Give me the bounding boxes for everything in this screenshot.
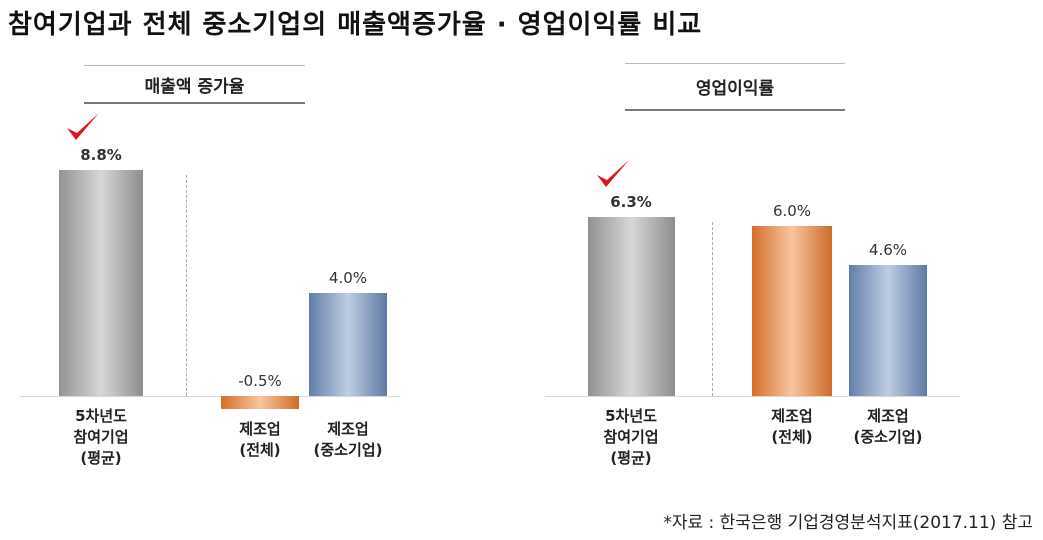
category-line: 참여기업 <box>603 428 659 446</box>
category-line: 제조업 <box>867 407 909 425</box>
category-label: 제조업 (중소기업) <box>293 419 403 461</box>
bar <box>221 396 299 409</box>
value-label: 8.8% <box>80 145 122 164</box>
category-line: (평균) <box>80 449 122 467</box>
category-label: 제조업 (중소기업) <box>833 406 943 448</box>
check-mark <box>67 112 99 140</box>
category-label: 제조업 (전체) <box>205 419 315 461</box>
category-line: 제조업 <box>239 419 281 438</box>
check-mark <box>597 160 629 188</box>
bar <box>752 225 832 396</box>
category-line: 5차년도 <box>605 407 657 425</box>
bar <box>309 293 387 396</box>
value-label: 4.6% <box>868 241 908 260</box>
category-label: 제조업 (전체) <box>737 406 847 448</box>
baseline <box>20 396 400 397</box>
category-line: 제조업 <box>771 407 813 425</box>
chart-header: 매출액 증가율 <box>84 65 305 104</box>
bar <box>59 169 143 396</box>
category-line: (중소기업) <box>853 428 923 446</box>
bar <box>849 265 927 396</box>
category-line: (평균) <box>610 449 652 467</box>
separator <box>186 174 187 396</box>
baseline <box>545 396 960 397</box>
value-label: 4.0% <box>328 269 368 288</box>
value-label: 6.3% <box>610 193 652 212</box>
bar <box>587 217 675 396</box>
category-line: (전체) <box>771 428 813 446</box>
category-line: (전체) <box>239 440 281 459</box>
value-label: 6.0% <box>772 201 812 220</box>
value-label: -0.5% <box>238 372 282 390</box>
chart-header: 영업이익률 <box>625 63 845 111</box>
category-line: 5차년도 <box>75 407 127 425</box>
category-line: (중소기업) <box>313 440 383 459</box>
page-title: 참여기업과 전체 중소기업의 매출액증가율 · 영업이익률 비교 <box>8 10 703 40</box>
source-note: *자료 : 한국은행 기업경영분석지표(2017.11) 참고 <box>663 513 1033 533</box>
category-line: 참여기업 <box>73 428 129 446</box>
category-line: 제조업 <box>327 419 369 438</box>
separator <box>712 222 713 396</box>
